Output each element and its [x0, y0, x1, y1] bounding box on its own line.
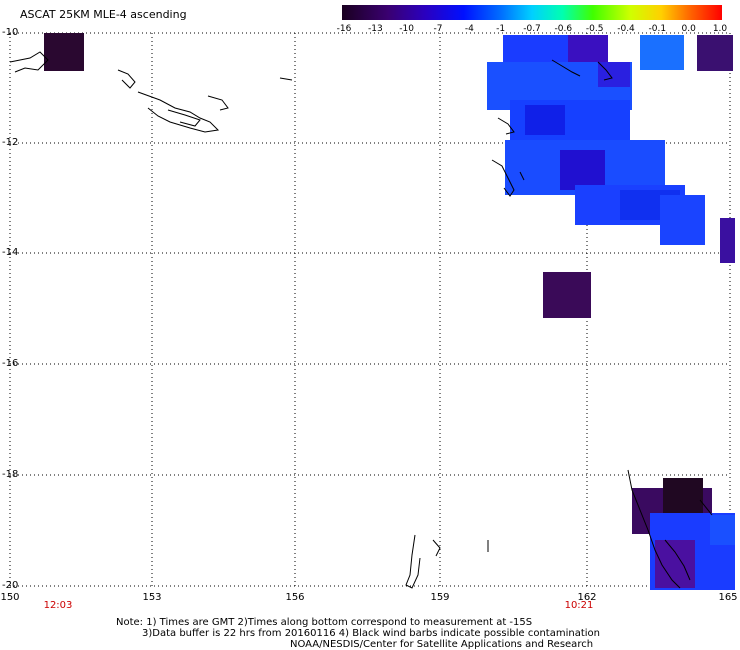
lat-label-20: -20	[2, 580, 19, 591]
colorbar-label: -7	[433, 24, 443, 34]
swath-ne	[487, 35, 735, 263]
colorbar-label: -0.1	[648, 24, 667, 34]
colorbar-label: -0.5	[585, 24, 604, 34]
coastlines	[9, 51, 713, 589]
colorbar-label: -1	[496, 24, 506, 34]
time-label-right: 10:21	[564, 600, 594, 611]
lat-label-16: -16	[2, 358, 19, 369]
note-line-3: NOAA/NESDIS/Center for Satellite Applica…	[290, 639, 594, 650]
lon-label-162: 162	[577, 592, 597, 603]
colorbar-label: -4	[464, 24, 474, 34]
note-line-1: Note: 1) Times are GMT 2)Times along bot…	[116, 617, 533, 628]
map-title: ASCAT 25KM MLE-4 ascending	[20, 8, 187, 21]
note-line-2: 3)Data buffer is 22 hrs from 20160116 4)…	[142, 628, 600, 639]
lat-label-10: -10	[2, 27, 19, 38]
lat-label-14: -14	[2, 247, 19, 258]
colorbar-label: 0.0	[681, 24, 696, 34]
lon-label-165: 165	[718, 592, 738, 603]
colorbar-label: -13	[367, 24, 383, 34]
colorbar-label: 1.0	[712, 24, 728, 34]
colorbar-label: -0.4	[617, 24, 635, 34]
swath-se	[632, 478, 735, 590]
swath-middle	[543, 272, 591, 318]
colorbar-label: -10	[399, 24, 415, 34]
colorbar-label: -0.7	[523, 24, 541, 34]
lon-label-150: 150	[0, 592, 20, 603]
lon-label-153: 153	[142, 592, 162, 603]
swath-nw	[44, 33, 84, 71]
time-label-left: 12:03	[43, 600, 73, 611]
lat-label-18: -18	[2, 469, 19, 480]
lon-label-159: 159	[430, 592, 450, 603]
lon-label-156: 156	[285, 592, 305, 603]
colorbar-label: -0.6	[554, 24, 573, 34]
colorbar	[342, 5, 722, 20]
lat-label-12: -12	[2, 137, 19, 148]
colorbar-label: -16	[336, 24, 352, 34]
